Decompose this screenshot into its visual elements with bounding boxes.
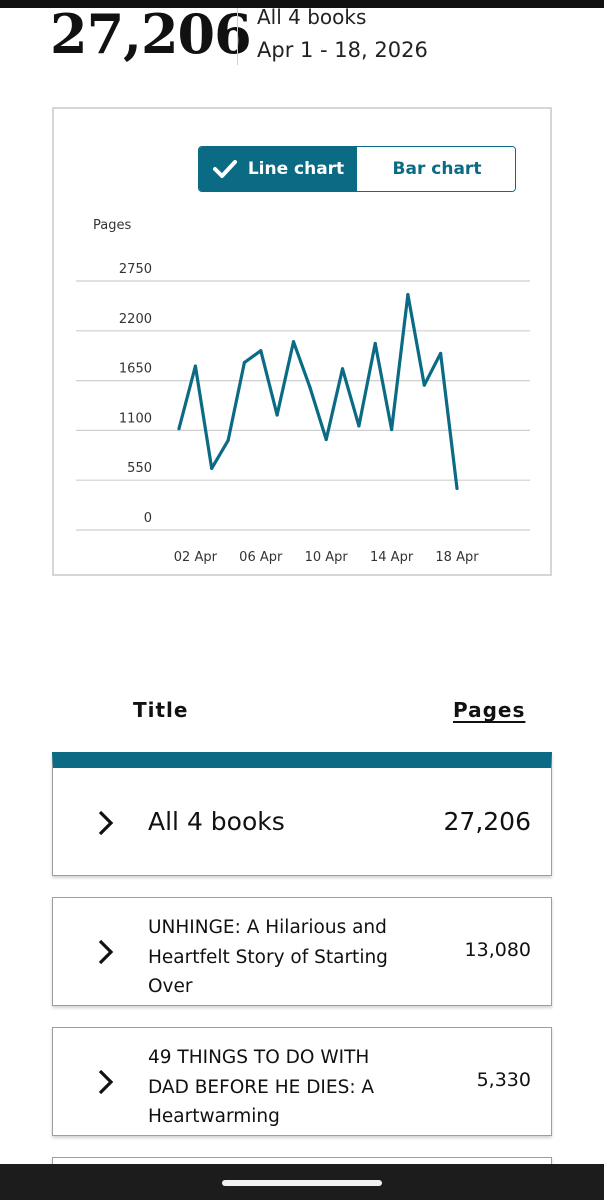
- data-point: [439, 351, 443, 356]
- book-title: UNHINGE: A Hilarious and Heartfelt Story…: [148, 917, 388, 997]
- total-row-pages: 27,206: [443, 807, 531, 836]
- home-gesture-handle[interactable]: [222, 1180, 382, 1186]
- y-tick-label: 550: [127, 461, 152, 476]
- data-point: [275, 413, 279, 417]
- total-pages-value: 27,206: [50, 2, 252, 66]
- data-point: [324, 437, 328, 442]
- data-point: [357, 424, 361, 428]
- data-point: [193, 364, 197, 368]
- chevron-right-icon: [98, 1069, 114, 1095]
- data-point: [242, 360, 247, 365]
- y-tick-label: 2200: [119, 312, 152, 327]
- data-point: [340, 367, 345, 371]
- data-point: [177, 426, 181, 431]
- book-pages: 13,080: [464, 939, 531, 961]
- chevron-right-icon: [98, 810, 114, 836]
- total-row[interactable]: All 4 books 27,206: [52, 752, 552, 876]
- data-point: [210, 466, 214, 471]
- line-chart-label: Line chart: [247, 159, 345, 179]
- x-tick-label: 18 Apr: [435, 550, 479, 565]
- chevron-right-icon: [98, 939, 114, 965]
- x-tick-label: 02 Apr: [174, 550, 218, 565]
- data-point: [308, 385, 312, 389]
- x-tick-label: 10 Apr: [305, 550, 349, 565]
- status-bar-edge: [0, 0, 604, 8]
- bar-chart-label: Bar chart: [392, 159, 482, 179]
- total-row-title: All 4 books: [148, 807, 285, 836]
- date-range-label: Apr 1 - 18, 2026: [257, 38, 428, 62]
- book-row[interactable]: 49 THINGS TO DO WITH DAD BEFORE HE DIES:…: [52, 1027, 552, 1136]
- data-point: [455, 486, 459, 490]
- chart-type-toggle: Line chart Bar chart: [198, 146, 516, 192]
- y-tick-label: 1650: [119, 362, 152, 377]
- books-count-label: All 4 books: [257, 5, 367, 29]
- data-point: [373, 341, 377, 346]
- book-pages: 5,330: [476, 1069, 531, 1091]
- data-point: [291, 340, 296, 344]
- y-tick-label: 2750: [119, 262, 152, 277]
- y-tick-label: 1100: [119, 411, 152, 426]
- chart-card: Pages 2750 2200 1650 1100 550 0 02 Apr 06 Apr 10 …: [52, 107, 552, 576]
- y-axis-label: Pages: [93, 218, 131, 233]
- data-point: [389, 427, 394, 432]
- x-tick-label: 06 Apr: [239, 550, 283, 565]
- summary-divider: [237, 8, 238, 65]
- bar-chart-button[interactable]: Bar chart: [357, 147, 515, 191]
- book-row[interactable]: UNHINGE: A Hilarious and Heartfelt Story…: [52, 897, 552, 1006]
- x-tick-label: 14 Apr: [370, 550, 414, 565]
- pages-line-chart: Pages 2750 2200 1650 1100 550 0 02 Apr 06 Apr 10 …: [76, 218, 530, 565]
- checkmark-icon: [212, 160, 237, 178]
- column-header-pages[interactable]: Pages: [453, 698, 526, 722]
- data-point: [422, 383, 426, 387]
- data-point: [406, 292, 410, 297]
- data-point: [226, 438, 230, 442]
- column-header-title[interactable]: Title: [133, 698, 189, 722]
- system-navigation-bar: [0, 1164, 604, 1200]
- book-title: 49 THINGS TO DO WITH DAD BEFORE HE DIES:…: [148, 1047, 375, 1127]
- series-line: [177, 293, 459, 490]
- y-tick-label: 0: [144, 511, 152, 526]
- line-chart-button[interactable]: Line chart: [199, 147, 357, 191]
- data-point: [259, 349, 263, 353]
